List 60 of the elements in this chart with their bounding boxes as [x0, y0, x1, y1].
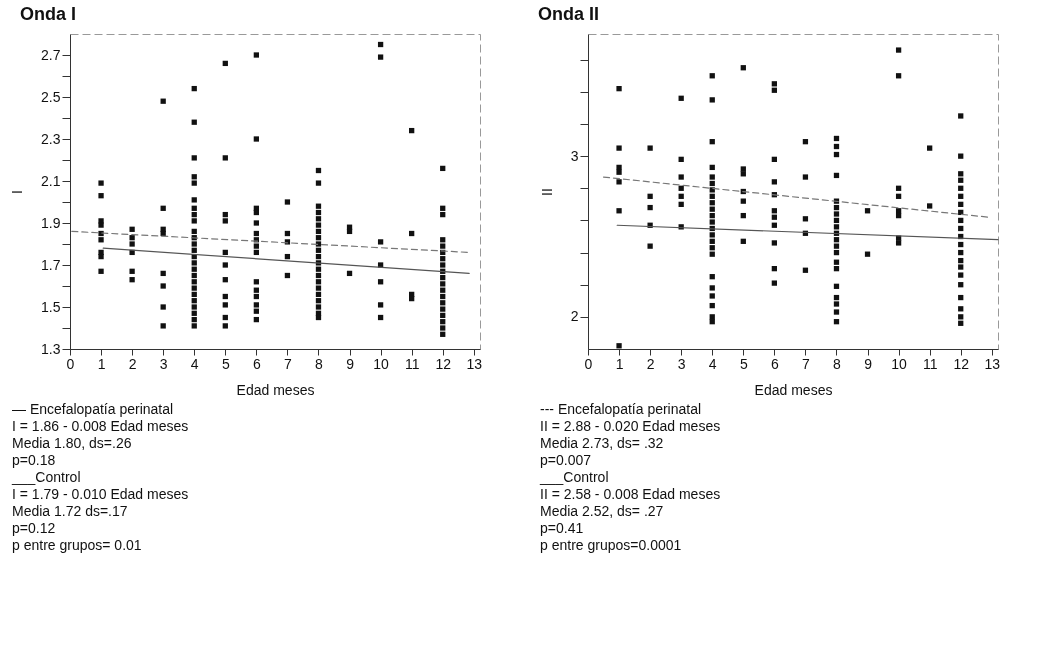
y-axis-title: I: [9, 190, 26, 194]
text: ___Control: [540, 469, 610, 486]
x-axis-title: Edad meses: [236, 381, 315, 398]
text: — Encefalopatía perinatal: [12, 401, 175, 418]
x-tick-label: 8: [315, 355, 324, 372]
x-tick-label: 10: [891, 355, 908, 372]
text: p=0.12: [12, 520, 57, 537]
y-tick-label: 1.5: [41, 298, 61, 315]
x-tick-label: 11: [922, 355, 938, 372]
x-tick-label: 7: [284, 355, 293, 372]
x-tick-label: 9: [864, 355, 873, 372]
x-tick-label: 0: [584, 355, 593, 372]
text: Media 2.73, ds= .32: [540, 435, 665, 452]
x-tick-label: 9: [346, 355, 355, 372]
text: I = 1.86 - 0.008 Edad meses: [12, 418, 190, 435]
x-tick-label: 6: [252, 355, 261, 372]
x-tick-label: 5: [739, 355, 748, 372]
y-tick-label: 2.1: [41, 172, 61, 189]
text: II = 2.88 - 0.020 Edad meses: [540, 418, 722, 435]
x-tick-label: 5: [221, 355, 230, 372]
text: Media 2.52, ds= .27: [540, 503, 665, 520]
text: p=0.41: [540, 520, 585, 537]
x-tick-label: 12: [435, 355, 452, 372]
y-axis-title: II: [538, 188, 555, 196]
x-tick-label: 0: [66, 355, 75, 372]
x-tick-label: 11: [404, 355, 420, 372]
x-tick-label: 13: [984, 355, 1001, 372]
x-tick-label: 4: [190, 355, 199, 372]
x-tick-label: 4: [708, 355, 717, 372]
text: p=0.18: [12, 452, 57, 469]
x-axis-title: Edad meses: [754, 381, 833, 398]
text: p=0.007: [540, 452, 592, 469]
x-tick-label: 8: [833, 355, 842, 372]
x-tick-label: 2: [646, 355, 655, 372]
y-tick-label: 2.7: [41, 46, 61, 63]
text: Media 1.80, ds=.26: [12, 435, 133, 452]
text: p entre grupos= 0.01: [12, 537, 143, 554]
y-tick-label: 2.5: [41, 88, 61, 105]
text: Media 1.72 ds=.17: [12, 503, 129, 520]
x-tick-label: 13: [466, 355, 483, 372]
text: I = 1.79 - 0.010 Edad meses: [12, 486, 190, 503]
y-tick-label: 1.3: [41, 340, 61, 357]
y-tick-label: 2.3: [41, 130, 61, 147]
text: II = 2.58 - 0.008 Edad meses: [540, 486, 722, 503]
chart-title: Onda I: [20, 4, 77, 24]
x-tick-label: 2: [128, 355, 137, 372]
x-tick-label: 3: [677, 355, 686, 372]
x-tick-label: 3: [159, 355, 168, 372]
text: p entre grupos=0.0001: [540, 537, 683, 554]
x-tick-label: 12: [953, 355, 970, 372]
text: --- Encefalopatía perinatal: [540, 401, 703, 418]
x-tick-label: 7: [802, 355, 811, 372]
x-tick-label: 1: [97, 355, 106, 372]
y-tick-label: 1.7: [41, 256, 61, 273]
chart-title: Onda II: [538, 4, 600, 24]
text: ___Control: [12, 469, 82, 486]
x-tick-label: 6: [770, 355, 779, 372]
x-tick-label: 1: [615, 355, 624, 372]
y-tick-label: 1.9: [41, 214, 61, 231]
x-tick-label: 10: [373, 355, 390, 372]
